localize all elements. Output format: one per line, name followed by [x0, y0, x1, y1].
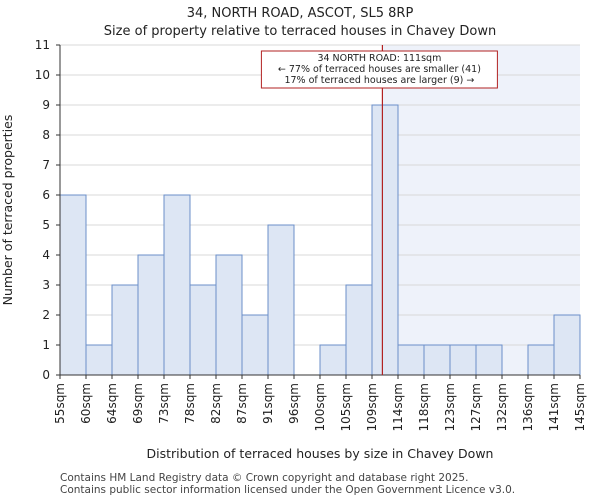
- bar: [137, 254, 165, 376]
- bar: [215, 254, 243, 376]
- x-tick-label: 145sqm: [573, 383, 587, 431]
- y-tick-label: 7: [42, 158, 50, 172]
- bar: [397, 344, 425, 376]
- bar: [449, 344, 477, 376]
- y-tick-label: 0: [42, 368, 50, 382]
- y-tick-label: 2: [42, 308, 50, 322]
- bar: [85, 344, 113, 376]
- y-tick-label: 10: [35, 68, 50, 82]
- x-tick-label: 64sqm: [105, 383, 119, 424]
- bar: [423, 344, 451, 376]
- y-tick-labels: 0 1 2 3 4 5 6 7 8 9 10 11: [35, 38, 50, 382]
- bar: [345, 284, 373, 376]
- bar: [189, 284, 217, 376]
- bar: [111, 284, 139, 376]
- annotation-line-2: ← 77% of terraced houses are smaller (41…: [278, 64, 481, 75]
- x-tick-label: 82sqm: [209, 383, 223, 424]
- bar: [241, 314, 269, 376]
- bar: [59, 194, 87, 376]
- x-tick-label: 96sqm: [287, 383, 301, 424]
- bar: [163, 194, 191, 376]
- x-tick-labels: 55sqm 60sqm 64sqm 69sqm 73sqm 78sqm 82sqm 87sqm…: [53, 383, 587, 431]
- y-tick-label: 4: [42, 248, 50, 262]
- bars: [59, 104, 581, 376]
- bar: [371, 104, 399, 376]
- bar: [475, 344, 503, 376]
- x-tick-label: 105sqm: [339, 383, 353, 431]
- x-tick-label: 123sqm: [443, 383, 457, 431]
- histogram-chart: 0 1 2 3 4 5 6 7 8 9 10 11 55sqm 60sqm 64sqm 69sqm 73sqm…: [0, 38, 587, 461]
- y-tick-label: 9: [42, 98, 50, 112]
- y-tick-label: 8: [42, 128, 50, 142]
- x-tick-label: 136sqm: [521, 383, 535, 431]
- x-tick-label: 73sqm: [157, 383, 171, 424]
- x-tick-label: 141sqm: [547, 383, 561, 431]
- y-tick-label: 5: [42, 218, 50, 232]
- x-tick-label: 109sqm: [365, 383, 379, 431]
- y-axis-label: Number of terraced properties: [0, 115, 15, 306]
- annotation-line-1: 34 NORTH ROAD: 111sqm: [317, 53, 441, 64]
- y-tick-label: 1: [42, 338, 50, 352]
- bar: [319, 344, 347, 376]
- y-tick-label: 11: [35, 38, 50, 52]
- x-tick-label: 69sqm: [131, 383, 145, 424]
- larger-properties-region: [382, 45, 580, 375]
- annotation-box: [260, 50, 498, 89]
- x-tick-label: 114sqm: [391, 383, 405, 431]
- x-tick-label: 100sqm: [313, 383, 327, 431]
- y-tick-label: 6: [42, 188, 50, 202]
- x-tick-label: 127sqm: [469, 383, 483, 431]
- x-tick-label: 60sqm: [79, 383, 93, 424]
- footer-line-1: Contains HM Land Registry data © Crown c…: [60, 472, 469, 484]
- x-tick-label: 78sqm: [183, 383, 197, 424]
- bar: [553, 314, 581, 376]
- x-axis-label: Distribution of terraced houses by size …: [147, 446, 494, 461]
- chart-subtitle: Size of property relative to terraced ho…: [103, 24, 497, 39]
- axes: [56, 44, 581, 379]
- footer-line-2: Contains public sector information licen…: [60, 484, 516, 496]
- x-tick-label: 91sqm: [261, 383, 275, 424]
- chart-title: 34, NORTH ROAD, ASCOT, SL5 8RP: [186, 6, 414, 21]
- x-tick-label: 87sqm: [235, 383, 249, 424]
- x-tick-label: 132sqm: [495, 383, 509, 431]
- x-tick-label: 55sqm: [53, 383, 67, 424]
- bar: [267, 224, 295, 376]
- x-tick-label: 118sqm: [417, 383, 431, 431]
- annotation-line-3: 17% of terraced houses are larger (9) →: [284, 75, 474, 86]
- y-tick-label: 3: [42, 278, 50, 292]
- bar: [527, 344, 555, 376]
